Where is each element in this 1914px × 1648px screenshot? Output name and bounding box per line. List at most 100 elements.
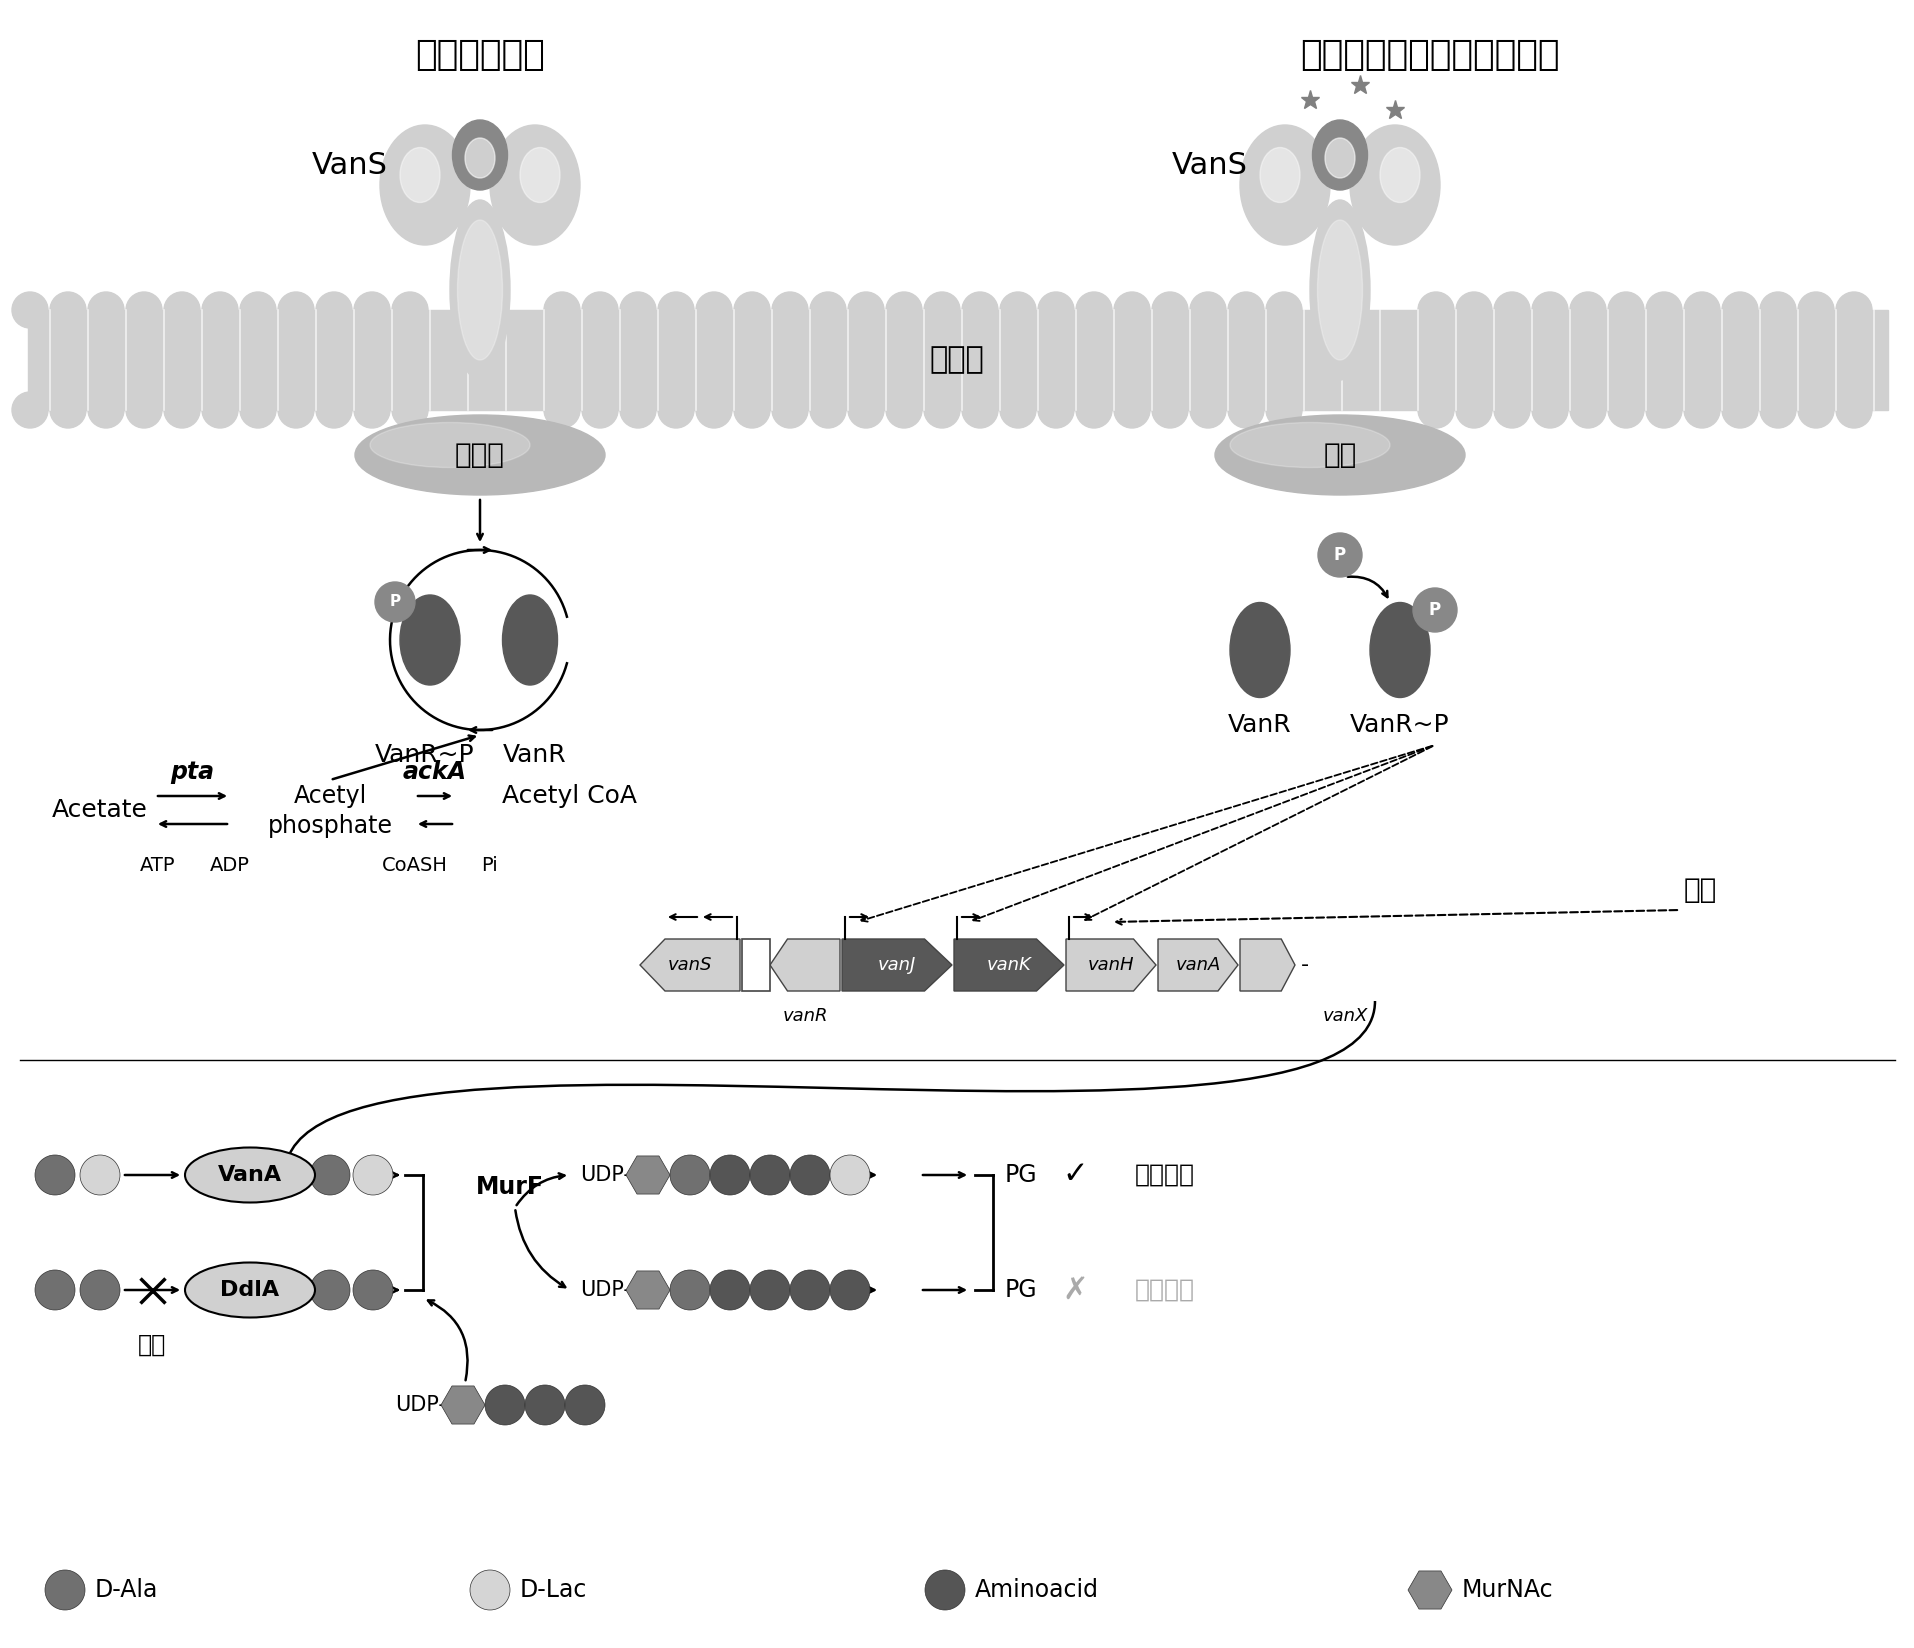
Circle shape	[352, 1271, 392, 1310]
Circle shape	[710, 1155, 750, 1195]
Ellipse shape	[354, 415, 605, 494]
Text: 激酶: 激酶	[1323, 442, 1355, 470]
Text: VanR~P: VanR~P	[1349, 714, 1449, 737]
Circle shape	[1114, 292, 1150, 328]
Text: P: P	[1334, 545, 1346, 564]
Circle shape	[1265, 292, 1302, 328]
Circle shape	[848, 392, 884, 428]
Ellipse shape	[1240, 125, 1330, 246]
Circle shape	[670, 1155, 710, 1195]
Circle shape	[392, 292, 427, 328]
Circle shape	[771, 392, 808, 428]
Polygon shape	[1240, 939, 1294, 990]
Circle shape	[658, 392, 693, 428]
Circle shape	[1682, 292, 1719, 328]
Circle shape	[790, 1155, 829, 1195]
Circle shape	[44, 1571, 84, 1610]
Circle shape	[1797, 292, 1834, 328]
Circle shape	[999, 392, 1035, 428]
Circle shape	[88, 292, 124, 328]
Circle shape	[1721, 392, 1757, 428]
Circle shape	[810, 292, 846, 328]
Circle shape	[34, 1271, 75, 1310]
Polygon shape	[769, 939, 840, 990]
Text: 细胞存活: 细胞存活	[1135, 1163, 1194, 1187]
Ellipse shape	[450, 199, 509, 381]
Text: vanJ: vanJ	[877, 956, 915, 974]
Circle shape	[50, 392, 86, 428]
Text: -: -	[1300, 954, 1309, 976]
Text: UDP-: UDP-	[580, 1165, 630, 1185]
Text: CoASH: CoASH	[383, 855, 448, 875]
Circle shape	[1608, 392, 1642, 428]
Ellipse shape	[400, 148, 440, 203]
Text: MurF: MurF	[477, 1175, 544, 1200]
Circle shape	[1682, 392, 1719, 428]
Circle shape	[924, 292, 959, 328]
Ellipse shape	[186, 1147, 314, 1203]
Text: ✗: ✗	[1062, 1276, 1087, 1305]
Text: DdlA: DdlA	[220, 1280, 279, 1300]
Text: Acetate: Acetate	[52, 798, 147, 822]
Circle shape	[620, 392, 657, 428]
Circle shape	[316, 292, 352, 328]
Circle shape	[620, 292, 657, 328]
Circle shape	[165, 392, 199, 428]
Circle shape	[1189, 392, 1225, 428]
Text: Acetyl CoA: Acetyl CoA	[501, 784, 637, 808]
Text: 不存在诱导剂: 不存在诱导剂	[415, 38, 545, 73]
Circle shape	[201, 292, 237, 328]
Ellipse shape	[465, 138, 494, 178]
Text: 激活: 激活	[1682, 877, 1715, 905]
Text: ✓: ✓	[1062, 1160, 1087, 1190]
Polygon shape	[953, 939, 1064, 990]
Circle shape	[165, 292, 199, 328]
Circle shape	[848, 292, 884, 328]
Circle shape	[1836, 292, 1872, 328]
Circle shape	[88, 392, 124, 428]
Circle shape	[999, 292, 1035, 328]
Text: VanS: VanS	[312, 150, 389, 180]
Ellipse shape	[521, 148, 559, 203]
Circle shape	[1797, 392, 1834, 428]
FancyBboxPatch shape	[29, 310, 1887, 410]
Text: P: P	[1428, 602, 1441, 620]
Circle shape	[1531, 392, 1568, 428]
Circle shape	[695, 292, 731, 328]
Circle shape	[1569, 292, 1606, 328]
Circle shape	[11, 292, 48, 328]
Circle shape	[80, 1155, 121, 1195]
Circle shape	[750, 1271, 790, 1310]
Ellipse shape	[452, 120, 507, 190]
Text: UDP-: UDP-	[580, 1280, 630, 1300]
Text: VanR: VanR	[1227, 714, 1292, 737]
Circle shape	[201, 392, 237, 428]
Ellipse shape	[457, 219, 501, 359]
Circle shape	[1531, 292, 1568, 328]
Circle shape	[1608, 292, 1642, 328]
Circle shape	[1227, 292, 1263, 328]
Text: D-Ala: D-Ala	[96, 1579, 159, 1602]
Circle shape	[829, 1271, 869, 1310]
Circle shape	[1493, 392, 1529, 428]
Ellipse shape	[501, 595, 557, 686]
Text: vanK: vanK	[986, 956, 1032, 974]
Bar	[741, 939, 769, 990]
Ellipse shape	[1349, 125, 1439, 246]
Circle shape	[239, 392, 276, 428]
Circle shape	[310, 1155, 350, 1195]
Circle shape	[771, 292, 808, 328]
Circle shape	[710, 1271, 750, 1310]
Circle shape	[1416, 292, 1453, 328]
Ellipse shape	[369, 422, 530, 468]
Ellipse shape	[1309, 199, 1369, 381]
Circle shape	[924, 1571, 965, 1610]
Circle shape	[1152, 392, 1187, 428]
Ellipse shape	[1311, 120, 1367, 190]
Text: VanS: VanS	[1171, 150, 1248, 180]
Text: VanR~P: VanR~P	[375, 743, 475, 766]
Circle shape	[1455, 392, 1491, 428]
Circle shape	[1037, 392, 1074, 428]
Circle shape	[810, 392, 846, 428]
Ellipse shape	[1324, 138, 1355, 178]
